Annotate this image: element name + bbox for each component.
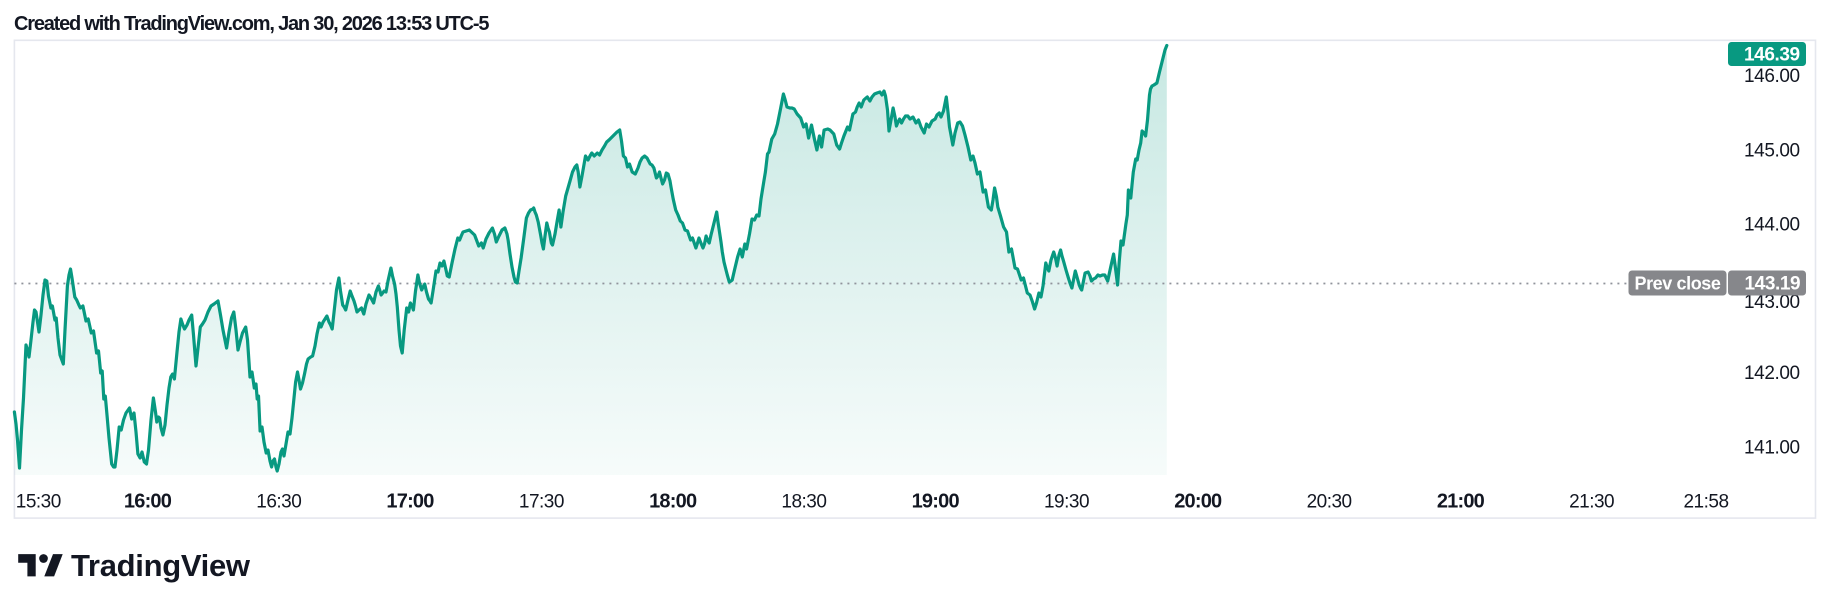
svg-text:21:30: 21:30 [1569, 491, 1614, 512]
svg-text:20:00: 20:00 [1174, 490, 1222, 512]
svg-text:TradingView: TradingView [71, 548, 251, 583]
svg-text:18:00: 18:00 [649, 490, 697, 512]
svg-text:143.19: 143.19 [1745, 274, 1801, 295]
svg-text:21:00: 21:00 [1437, 490, 1485, 512]
svg-text:19:30: 19:30 [1044, 491, 1089, 512]
svg-text:145.00: 145.00 [1744, 140, 1800, 161]
svg-text:141.00: 141.00 [1744, 437, 1800, 458]
svg-text:146.39: 146.39 [1744, 45, 1800, 66]
svg-text:21:58: 21:58 [1683, 491, 1728, 512]
svg-text:Prev close: Prev close [1634, 273, 1720, 293]
svg-text:16:00: 16:00 [124, 490, 172, 512]
svg-text:18:30: 18:30 [781, 491, 826, 512]
svg-text:16:30: 16:30 [256, 491, 301, 512]
svg-text:144.00: 144.00 [1744, 215, 1800, 236]
svg-text:20:30: 20:30 [1307, 491, 1352, 512]
svg-text:146.00: 146.00 [1744, 66, 1800, 87]
svg-text:19:00: 19:00 [912, 490, 960, 512]
svg-text:17:30: 17:30 [519, 491, 564, 512]
svg-text:15:30: 15:30 [16, 491, 61, 512]
svg-text:142.00: 142.00 [1744, 363, 1800, 384]
svg-text:Created with TradingView.com,: Created with TradingView.com, Jan 30, 20… [14, 13, 489, 35]
svg-text:17:00: 17:00 [386, 490, 434, 512]
svg-text:143.00: 143.00 [1744, 292, 1800, 313]
